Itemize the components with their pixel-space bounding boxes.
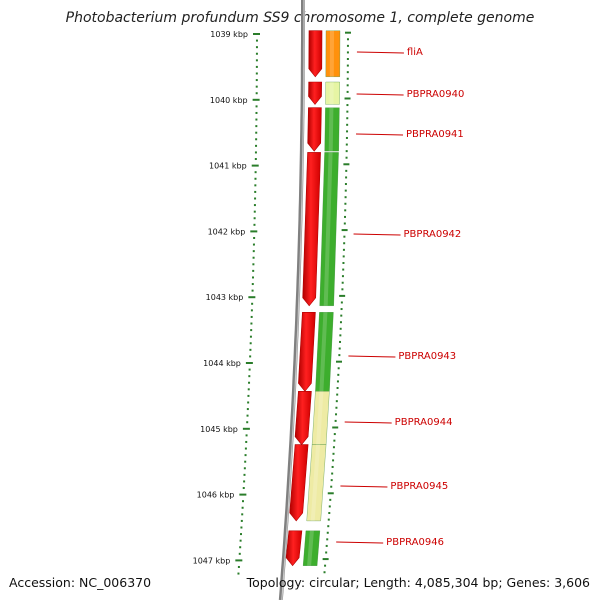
accession-text: Accession: NC_006370 [9, 575, 152, 590]
cds-arrow [294, 390, 312, 446]
kbp-label: 1041 kbp [209, 162, 247, 171]
label-leader [340, 485, 388, 488]
kbp-label: 1044 kbp [203, 359, 241, 368]
cds-arrow [302, 152, 321, 307]
cds-arrow [307, 107, 322, 152]
label-leader [336, 541, 384, 544]
kbp-label: 1043 kbp [206, 293, 244, 302]
map-title: Photobacterium profundum SS9 chromosome … [65, 10, 535, 26]
gene-labels: fliA PBPRA0940 PBPRA0941 PBPRA0942 PBPRA0943… [336, 47, 464, 548]
gene-label-flia: fliA [407, 47, 423, 58]
label-leader [356, 133, 404, 136]
gene-block-shine [328, 107, 334, 152]
backbone-line [278, 0, 305, 600]
gene-label-pbpra0941: PBPRA0941 [406, 129, 464, 140]
gene-block [325, 81, 340, 105]
label-leader [356, 93, 404, 96]
gene-block-shine [310, 444, 321, 521]
kbp-label: 1039 kbp [210, 30, 248, 39]
kbp-label: 1040 kbp [210, 96, 248, 105]
gene-block [325, 30, 341, 77]
gene-label-pbpra0940: PBPRA0940 [407, 89, 465, 100]
label-leader [356, 51, 404, 54]
label-leader [348, 355, 396, 358]
cds-arrow [289, 444, 309, 522]
cds-arrow [285, 530, 303, 567]
cds-arrow [308, 81, 323, 105]
backbone-highlight [281, 0, 305, 600]
gene-block-shine [319, 312, 328, 392]
gene-label-pbpra0946: PBPRA0946 [386, 537, 444, 548]
gene-block-shine [329, 30, 334, 77]
gene-label-pbpra0945: PBPRA0945 [390, 481, 448, 492]
gene-label-pbpra0943: PBPRA0943 [398, 351, 456, 362]
cds-arrow [298, 311, 316, 392]
gene-block-shine [307, 530, 314, 566]
gene-block [306, 444, 327, 522]
gene-block-shine [316, 391, 324, 445]
cds-arrow [308, 30, 323, 78]
gene-block-shine [329, 82, 334, 105]
kbp-label: 1042 kbp [208, 227, 246, 236]
gene-block-shine [323, 152, 333, 306]
label-leader [344, 421, 392, 424]
kbp-label: 1046 kbp [197, 491, 235, 500]
kbp-label: 1047 kbp [193, 556, 231, 565]
gene-label-pbpra0944: PBPRA0944 [395, 417, 453, 428]
kbp-label: 1045 kbp [200, 425, 238, 434]
gene-block [319, 152, 339, 306]
gene-features [285, 30, 341, 567]
gene-block [324, 107, 340, 152]
gene-block [302, 530, 321, 566]
genome-summary-text: Topology: circular; Length: 4,085,304 bp… [246, 575, 590, 590]
kbp-tick-axis: 1039 kbp 1040 kbp 1041 kbp 1042 kbp 1043 kbp… [193, 30, 351, 575]
gene-label-pbpra0942: PBPRA0942 [404, 229, 462, 240]
chromosome-backbone [278, 0, 305, 600]
label-leader [353, 233, 401, 236]
